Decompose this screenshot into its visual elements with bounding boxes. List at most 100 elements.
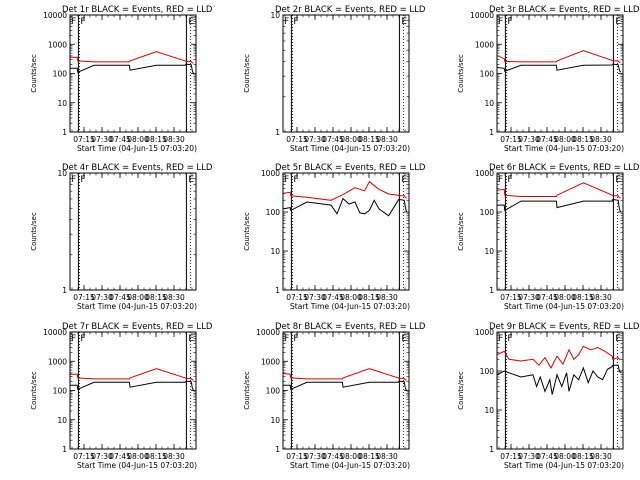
marker-label-f: F bbox=[80, 17, 85, 27]
x-tick-label: 08:15 bbox=[145, 452, 167, 461]
x-tick-label: 08:30 bbox=[376, 452, 398, 461]
series-line-events bbox=[282, 197, 408, 217]
x-tick-label: 07:30 bbox=[91, 452, 113, 461]
series-line-lld bbox=[496, 182, 621, 199]
y-tick-label: 1 bbox=[489, 445, 494, 454]
y-axis-label: Counts/sec bbox=[457, 212, 465, 251]
marker-label-f: F bbox=[507, 175, 512, 185]
plot-frame bbox=[282, 172, 410, 291]
panel-title: Det 6r BLACK = Events, RED = LLD bbox=[489, 163, 640, 173]
marker-label-e: E bbox=[615, 175, 621, 185]
y-tick-label: 1 bbox=[489, 286, 494, 295]
panel-title: Det 8r BLACK = Events, RED = LLD bbox=[275, 322, 426, 332]
x-axis-label: Start Time (04-Jun-15 07:03:20) bbox=[290, 302, 410, 311]
x-tick-label: 07:45 bbox=[109, 293, 131, 302]
plot-frame bbox=[496, 14, 624, 133]
marker-label-e: E bbox=[615, 17, 621, 27]
x-tick-label: 07:30 bbox=[518, 452, 540, 461]
x-axis-label: Start Time (04-Jun-15 07:03:20) bbox=[290, 461, 410, 470]
series-line-lld bbox=[496, 50, 621, 64]
panel-2: Det 2r BLACK = Events, RED = LLD Counts/s… bbox=[243, 5, 426, 153]
y-axis-label: Counts/sec bbox=[243, 54, 251, 93]
y-axis-label: Counts/sec bbox=[30, 212, 38, 251]
x-tick-label: 07:30 bbox=[518, 293, 540, 302]
x-axis-label: Start Time (04-Jun-15 07:03:20) bbox=[77, 461, 197, 470]
x-tick-label: 08:15 bbox=[358, 452, 380, 461]
panel-6: Det 6r BLACK = Events, RED = LLD Counts/s… bbox=[457, 163, 640, 311]
series-line-events bbox=[497, 198, 622, 213]
x-tick-label: 08:00 bbox=[340, 452, 362, 461]
x-axis-label: Start Time (04-Jun-15 07:03:20) bbox=[77, 144, 197, 153]
marker-label-e: E bbox=[401, 334, 407, 344]
marker-label-e: E bbox=[188, 17, 194, 27]
x-tick-label: 08:30 bbox=[163, 293, 185, 302]
marker-label-f-start: F bbox=[498, 175, 503, 185]
y-tick-label: 100 bbox=[53, 387, 68, 396]
marker-label-e: E bbox=[615, 334, 621, 344]
y-tick-label: 10 bbox=[484, 406, 494, 415]
y-tick-label: 1 bbox=[489, 128, 494, 137]
x-tick-label: 08:15 bbox=[358, 293, 380, 302]
y-tick-label: 100 bbox=[480, 208, 495, 217]
x-axis-label: Start Time (04-Jun-15 07:03:20) bbox=[290, 144, 410, 153]
series-line-lld bbox=[496, 345, 621, 369]
y-tick-label: 10000 bbox=[256, 328, 280, 337]
x-tick-label: 08:00 bbox=[127, 452, 149, 461]
y-tick-label: 1000 bbox=[261, 357, 280, 366]
plot-frame bbox=[496, 172, 624, 291]
marker-label-f-start: F bbox=[498, 334, 503, 344]
y-tick-label: 10000 bbox=[43, 328, 67, 337]
x-tick-label: 08:00 bbox=[127, 293, 149, 302]
y-axis-label: Counts/sec bbox=[243, 371, 251, 410]
y-tick-label: 1000 bbox=[48, 357, 67, 366]
x-tick-label: 08:30 bbox=[376, 293, 398, 302]
x-tick-label: 07:30 bbox=[304, 135, 326, 144]
y-tick-label: 1 bbox=[275, 445, 280, 454]
y-tick-label: 10000 bbox=[43, 11, 67, 20]
marker-label-f: F bbox=[293, 175, 298, 185]
panel-3: Det 3r BLACK = Events, RED = LLD Counts/s… bbox=[457, 5, 640, 153]
y-tick-label: 1 bbox=[62, 128, 67, 137]
x-tick-label: 07:30 bbox=[91, 293, 113, 302]
y-axis-label: Counts/sec bbox=[30, 371, 38, 410]
x-tick-label: 07:15 bbox=[286, 293, 308, 302]
panel-7: Det 7r BLACK = Events, RED = LLD Counts/s… bbox=[30, 322, 213, 470]
marker-label-f: F bbox=[293, 334, 298, 344]
marker-label-e: E bbox=[188, 334, 194, 344]
marker-label-f: F bbox=[80, 175, 85, 185]
x-tick-label: 08:30 bbox=[590, 135, 612, 144]
x-axis-label: Start Time (04-Jun-15 07:03:20) bbox=[504, 461, 624, 470]
x-tick-label: 07:15 bbox=[73, 293, 95, 302]
x-tick-label: 07:45 bbox=[322, 135, 344, 144]
plot-frame bbox=[496, 331, 624, 450]
y-tick-label: 1 bbox=[275, 128, 280, 137]
x-tick-label: 07:15 bbox=[500, 293, 522, 302]
series-line-lld bbox=[282, 368, 407, 381]
x-tick-label: 08:00 bbox=[340, 293, 362, 302]
x-tick-label: 08:15 bbox=[572, 293, 594, 302]
marker-label-f-start: F bbox=[284, 17, 289, 27]
plot-frame bbox=[282, 331, 410, 450]
x-tick-label: 07:15 bbox=[500, 452, 522, 461]
series-line-lld bbox=[70, 51, 194, 64]
marker-label-e: E bbox=[401, 175, 407, 185]
series-line-events bbox=[496, 63, 622, 73]
panel-title: Det 5r BLACK = Events, RED = LLD bbox=[275, 163, 426, 173]
series-line-lld bbox=[70, 368, 194, 381]
x-tick-label: 08:15 bbox=[145, 135, 167, 144]
x-tick-label: 08:00 bbox=[127, 135, 149, 144]
marker-label-f: F bbox=[507, 17, 512, 27]
y-tick-label: 10 bbox=[484, 247, 494, 256]
marker-label-f-start: F bbox=[71, 334, 76, 344]
y-axis-label: Counts/sec bbox=[30, 54, 38, 93]
x-tick-label: 08:00 bbox=[554, 135, 576, 144]
marker-label-e: E bbox=[401, 17, 407, 27]
y-tick-label: 1000 bbox=[475, 328, 494, 337]
y-tick-label: 1 bbox=[62, 286, 67, 295]
y-tick-label: 100 bbox=[266, 387, 281, 396]
series-line-events bbox=[496, 364, 622, 395]
x-tick-label: 08:30 bbox=[163, 452, 185, 461]
plot-frame bbox=[282, 14, 410, 133]
panel-9: Det 9r BLACK = Events, RED = LLD Counts/s… bbox=[457, 322, 640, 470]
y-tick-label: 1000 bbox=[261, 169, 280, 178]
